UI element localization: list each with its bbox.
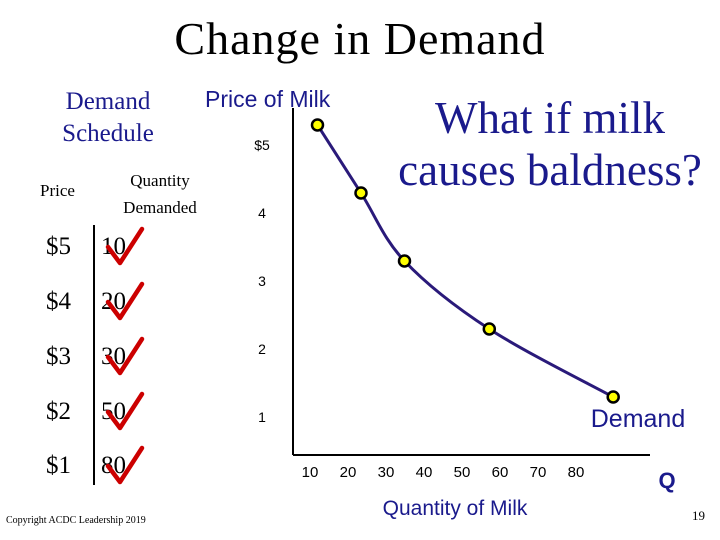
slide-title: Change in Demand (174, 13, 546, 64)
y-tick-label: 1 (258, 409, 266, 425)
x-tick-label: 20 (340, 464, 357, 481)
demand-point (482, 322, 497, 336)
cross-out-mark (105, 445, 145, 485)
cross-out-mark (105, 226, 145, 266)
demand-point (606, 390, 620, 404)
schedule-price-cell: $4 (46, 288, 71, 315)
demand-point (354, 186, 368, 200)
x-tick-label: 30 (378, 464, 395, 481)
demand-point (310, 118, 325, 132)
demand-point (397, 254, 412, 268)
schedule-price-cell: $2 (46, 398, 71, 425)
y-tick-label: $5 (254, 137, 270, 153)
demand-curve (316, 124, 614, 399)
x-axis-letter: Q (658, 468, 675, 493)
x-tick-label: 50 (454, 464, 471, 481)
cross-out-mark (105, 281, 145, 321)
schedule-column-divider (93, 225, 95, 485)
y-tick-label: 4 (258, 205, 266, 221)
cross-out-mark (105, 336, 145, 376)
schedule-price-cell: $5 (46, 233, 71, 260)
copyright-note: Copyright ACDC Leadership 2019 (6, 515, 146, 526)
price-column-header: Price (40, 181, 75, 200)
cross-out-mark (105, 391, 145, 431)
y-tick-label: 3 (258, 273, 266, 289)
demand-points (310, 118, 620, 404)
schedule-price-cell: $1 (46, 452, 71, 479)
x-tick-labels: 10 20 30 40 50 60 70 80 (302, 464, 585, 481)
y-axis-label: Price of Milk (205, 86, 331, 112)
schedule-price-cell: $3 (46, 343, 71, 370)
x-tick-label: 70 (530, 464, 547, 481)
y-tick-labels: 1 2 3 4 $5 (254, 137, 270, 425)
schedule-cross-marks (105, 226, 145, 485)
page-number: 19 (692, 508, 705, 523)
schedule-title: Demand Schedule (62, 88, 154, 147)
y-tick-label: 2 (258, 341, 266, 357)
quantity-column-header: Quantity Demanded (123, 171, 197, 217)
demand-curve-label: Demand (591, 405, 686, 433)
x-tick-label: 60 (492, 464, 509, 481)
question-headline: What if milk causes baldness? (398, 93, 702, 195)
x-axis-label: Quantity of Milk (383, 497, 528, 520)
x-tick-label: 10 (302, 464, 319, 481)
x-tick-label: 40 (416, 464, 433, 481)
x-tick-label: 80 (568, 464, 585, 481)
